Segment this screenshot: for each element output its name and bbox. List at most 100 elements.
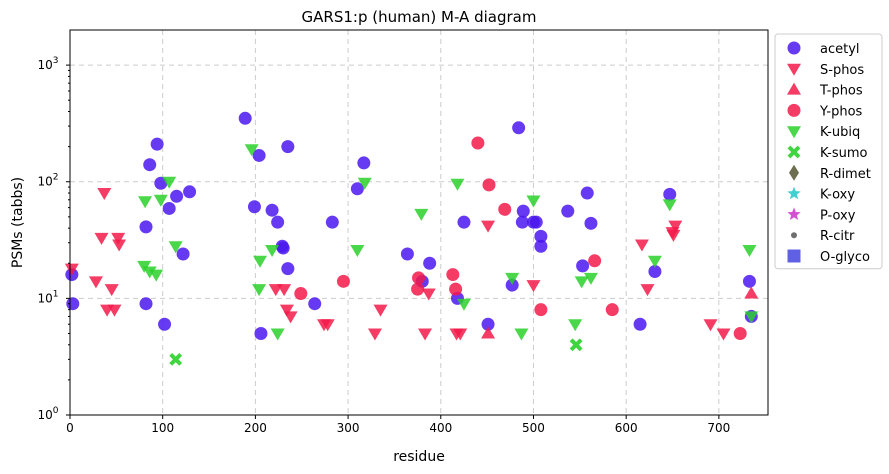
- acetyl-point: [139, 297, 153, 311]
- y-phos-point: [446, 268, 460, 282]
- k-ubiq-point: [153, 194, 168, 207]
- s-phos-point: [94, 232, 109, 245]
- acetyl-point: [516, 204, 530, 218]
- k-ubiq-point: [168, 241, 183, 254]
- chart-title: GARS1:p (human) M-A diagram: [302, 8, 537, 26]
- k-ubiq-point: [357, 177, 372, 190]
- y-phos-point: [482, 178, 496, 192]
- s-phos-point: [107, 304, 122, 317]
- y-tick-label: 103: [37, 56, 58, 72]
- legend-item: K-oxy: [787, 186, 855, 203]
- s-phos-point: [716, 328, 731, 341]
- acetyl-point: [154, 176, 168, 190]
- acetyl-point: [534, 229, 548, 243]
- s-phos-point: [666, 229, 681, 242]
- legend-item: R-citr: [791, 229, 855, 244]
- y-tick-base: 10: [37, 408, 52, 422]
- acetyl-point: [281, 262, 295, 276]
- s-phos-point: [279, 304, 294, 317]
- y-tick-base: 10: [37, 175, 52, 189]
- acetyl-point: [400, 247, 414, 261]
- k-sumo-point: [169, 352, 183, 366]
- y-tick-label: 100: [37, 406, 58, 422]
- s-phos-point: [320, 319, 335, 332]
- legend-marker: [787, 82, 801, 95]
- s-phos-point: [367, 328, 382, 341]
- k-ubiq-point: [505, 272, 520, 285]
- y-phos-point: [294, 287, 308, 301]
- k-ubiq-point: [142, 266, 157, 279]
- acetyl-point: [308, 297, 322, 311]
- s-phos-point: [97, 188, 112, 201]
- s-phos-point: [88, 276, 103, 289]
- acetyl-point: [238, 111, 252, 125]
- k-ubiq-point: [244, 144, 259, 157]
- legend-label: O-glyco: [820, 250, 870, 265]
- s-phos-point: [453, 328, 468, 341]
- acetyl-point: [584, 216, 598, 230]
- acetyl-point: [139, 220, 153, 234]
- legend-marker: [787, 63, 801, 76]
- y-tick-exponent: 1: [53, 289, 59, 299]
- k-ubiq-point: [414, 208, 429, 221]
- acetyl-point: [357, 156, 371, 170]
- x-tick-label: 700: [707, 421, 730, 435]
- acetyl-point: [162, 201, 176, 215]
- y-tick-exponent: 2: [53, 173, 59, 183]
- acetyl-point: [481, 317, 495, 331]
- legend-label: K-sumo: [820, 146, 868, 161]
- acetyl-point: [742, 274, 756, 288]
- legend-item: T-phos: [787, 82, 863, 99]
- k-ubiq-point: [253, 255, 268, 268]
- k-ubiq-point: [742, 244, 757, 257]
- legend-item: R-dimet: [789, 164, 871, 182]
- t-phos-point: [481, 326, 496, 339]
- s-phos-point: [703, 319, 718, 332]
- acetyl-point: [143, 158, 157, 172]
- y-tick-exponent: 0: [53, 406, 59, 416]
- y-phos-point: [336, 274, 350, 288]
- acetyl-point: [350, 182, 364, 196]
- acetyl-point: [254, 326, 268, 340]
- s-phos-point: [104, 284, 119, 297]
- acetyl-point: [276, 241, 290, 255]
- legend-item: S-phos: [787, 63, 864, 78]
- legend-marker: [791, 232, 797, 239]
- legend-label: K-ubiq: [820, 125, 860, 140]
- data-points: [64, 111, 759, 366]
- k-ubiq-point: [568, 319, 583, 332]
- acetyl-point: [247, 200, 261, 214]
- x-tick-label: 100: [151, 421, 174, 435]
- legend-marker: [787, 126, 801, 139]
- y-phos-point: [449, 282, 463, 296]
- k-sumo-point: [569, 338, 583, 352]
- s-phos-point: [421, 288, 436, 301]
- legend-marker: [789, 164, 799, 181]
- legend-marker: [787, 41, 801, 55]
- k-ubiq-point: [456, 298, 471, 311]
- legend-label: acetyl: [820, 42, 860, 57]
- acetyl-point: [271, 215, 285, 229]
- acetyl-point: [561, 204, 575, 218]
- legend-marker: [787, 145, 801, 159]
- legend-item: P-oxy: [787, 207, 856, 223]
- y-phos-point: [471, 136, 485, 150]
- s-phos-point: [112, 239, 127, 252]
- y-tick-base: 10: [37, 291, 52, 305]
- k-ubiq-point: [574, 276, 589, 289]
- acetyl-point: [512, 121, 526, 135]
- y-phos-point: [733, 326, 747, 340]
- y-tick-base: 10: [37, 58, 52, 72]
- acetyl-point: [170, 189, 184, 203]
- acetyl-point: [580, 186, 594, 200]
- legend: acetyl S-phos T-phos Y-phos K-ubiq K-sumo R-di…: [774, 33, 883, 270]
- acetyl-point: [633, 317, 647, 331]
- k-ubiq-point: [583, 272, 598, 285]
- legend-marker: [787, 103, 801, 117]
- acetyl-point: [150, 137, 164, 151]
- acetyl-point: [576, 259, 590, 273]
- legend-item: K-ubiq: [787, 125, 860, 140]
- k-ubiq-point: [252, 284, 267, 297]
